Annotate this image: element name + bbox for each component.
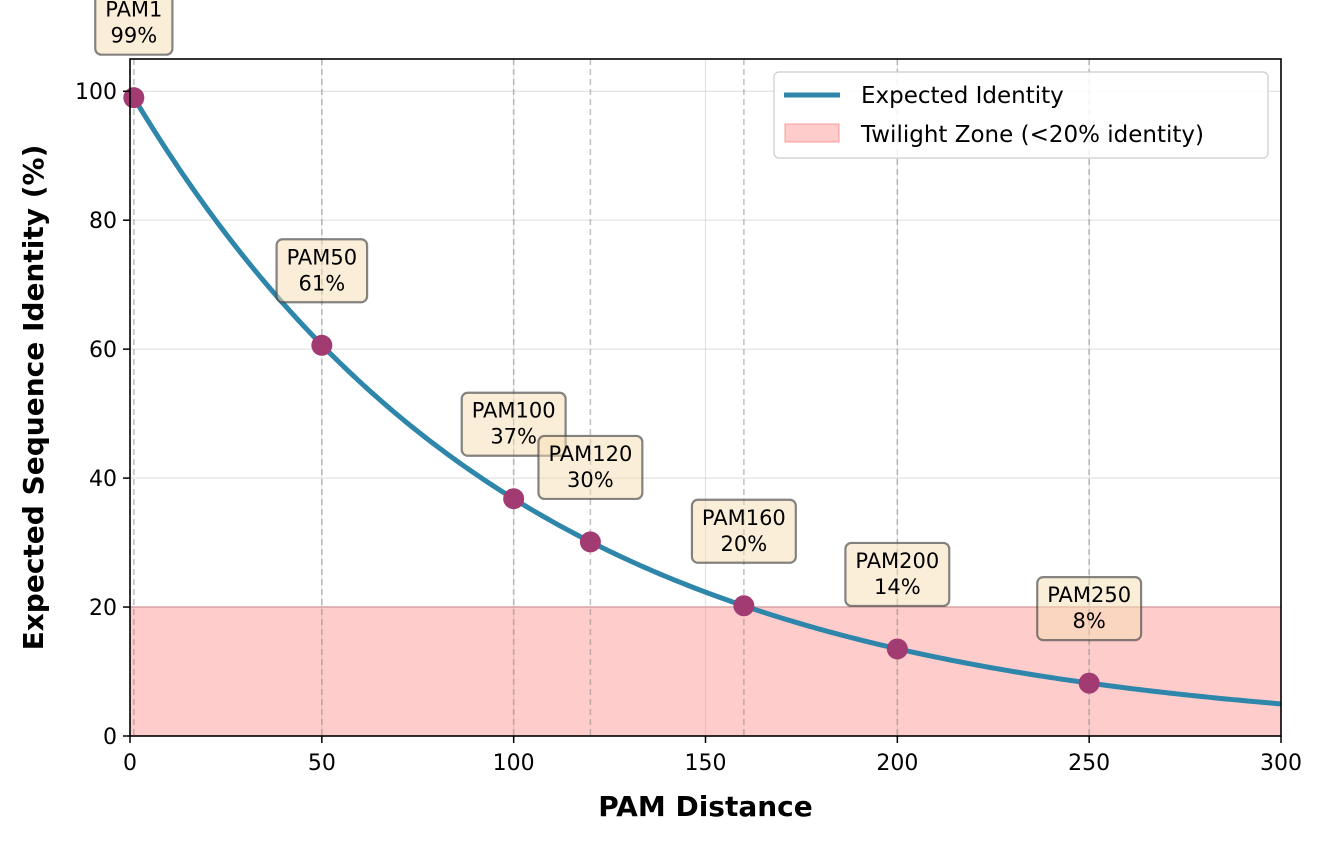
data-point-pam1 bbox=[123, 87, 145, 109]
annotation-value: 37% bbox=[490, 425, 537, 449]
x-tick-label: 150 bbox=[685, 751, 727, 776]
annotation-label: PAM200 bbox=[855, 549, 939, 573]
tick-layer: 0 50 100 150 200 250 300 0 20 40 60 80 100 bbox=[75, 80, 1302, 776]
data-point-pam120 bbox=[579, 531, 601, 553]
y-axis-title: Expected Sequence Identity (%) bbox=[17, 145, 50, 651]
data-point-pam50 bbox=[311, 334, 333, 356]
annotation-label: PAM50 bbox=[287, 245, 358, 269]
annotation-value: 20% bbox=[721, 532, 768, 556]
annotation-box bbox=[275, 238, 369, 304]
y-tick-label: 100 bbox=[75, 80, 117, 105]
annotation-layer: PAM199%PAM5061%PAM10037%PAM12030%PAM1602… bbox=[94, 0, 1143, 642]
annotation-label: PAM1 bbox=[105, 0, 162, 22]
annotation-label: PAM250 bbox=[1047, 583, 1131, 607]
data-point-pam100 bbox=[503, 488, 525, 510]
legend-label-twilight-zone: Twilight Zone (<20% identity) bbox=[860, 122, 1204, 148]
legend-box bbox=[773, 71, 1269, 159]
x-tick-label: 300 bbox=[1260, 751, 1302, 776]
annotation-value: 61% bbox=[298, 271, 345, 295]
x-tick-label: 100 bbox=[493, 751, 535, 776]
annotation-box bbox=[844, 541, 951, 608]
data-point-pam250 bbox=[1078, 672, 1100, 694]
legend-label-expected-identity: Expected Identity bbox=[861, 83, 1064, 109]
data-point-pam160 bbox=[733, 595, 755, 617]
annotation-value: 30% bbox=[567, 468, 614, 492]
point-layer bbox=[123, 87, 1100, 694]
annotation-box bbox=[690, 498, 797, 564]
y-tick-label: 80 bbox=[89, 209, 117, 234]
legend: Expected Identity Twilight Zone (<20% id… bbox=[773, 71, 1269, 159]
annotation-value: 99% bbox=[110, 24, 157, 48]
y-tick-label: 0 bbox=[103, 725, 117, 750]
x-tick-label: 250 bbox=[1068, 751, 1110, 776]
legend-twilight-swatch bbox=[784, 123, 840, 143]
annotation-label: PAM120 bbox=[548, 442, 632, 466]
annotation-box bbox=[1036, 576, 1143, 642]
annotation-box bbox=[94, 0, 174, 56]
x-tick-label: 50 bbox=[308, 751, 336, 776]
x-axis-title: PAM Distance bbox=[598, 790, 813, 823]
y-tick-label: 40 bbox=[89, 467, 117, 492]
annotation-box bbox=[537, 434, 644, 501]
x-tick-label: 200 bbox=[876, 751, 918, 776]
y-tick-label: 20 bbox=[89, 596, 117, 621]
data-point-pam200 bbox=[886, 638, 908, 660]
annotation-label: PAM100 bbox=[472, 399, 556, 423]
y-tick-label: 60 bbox=[89, 338, 117, 363]
annotation-value: 14% bbox=[874, 575, 921, 599]
annotation-value: 8% bbox=[1073, 609, 1106, 633]
x-tick-label: 0 bbox=[123, 751, 137, 776]
annotation-label: PAM160 bbox=[702, 506, 786, 530]
